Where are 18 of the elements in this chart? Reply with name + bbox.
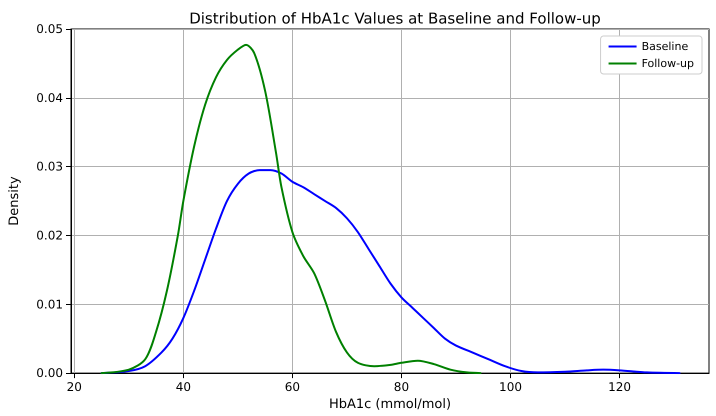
- x-tick-label: 120: [608, 380, 632, 394]
- y-tick-label: 0.04: [36, 90, 63, 105]
- legend-label: Follow-up: [642, 57, 694, 70]
- x-tick-label: 80: [394, 380, 410, 394]
- x-tick-label: 40: [176, 380, 191, 394]
- x-tick-label: 60: [284, 380, 300, 394]
- y-axis-title: Density: [7, 176, 22, 226]
- chart-title: Distribution of HbA1c Values at Baseline and Follow-up: [189, 10, 601, 28]
- y-tick-label: 0.00: [36, 366, 63, 380]
- y-tick-label: 0.02: [36, 228, 63, 242]
- y-tick-label: 0.01: [36, 297, 63, 312]
- line-series: [100, 44, 482, 374]
- x-tick-label: 20: [66, 380, 82, 394]
- y-tick-label: 0.05: [36, 22, 63, 36]
- y-tick-label: 0.03: [36, 160, 63, 174]
- x-axis-title: HbA1c (mmol/mol): [328, 397, 452, 412]
- legend-label: Baseline: [642, 40, 688, 53]
- x-tick-label: 100: [499, 380, 522, 394]
